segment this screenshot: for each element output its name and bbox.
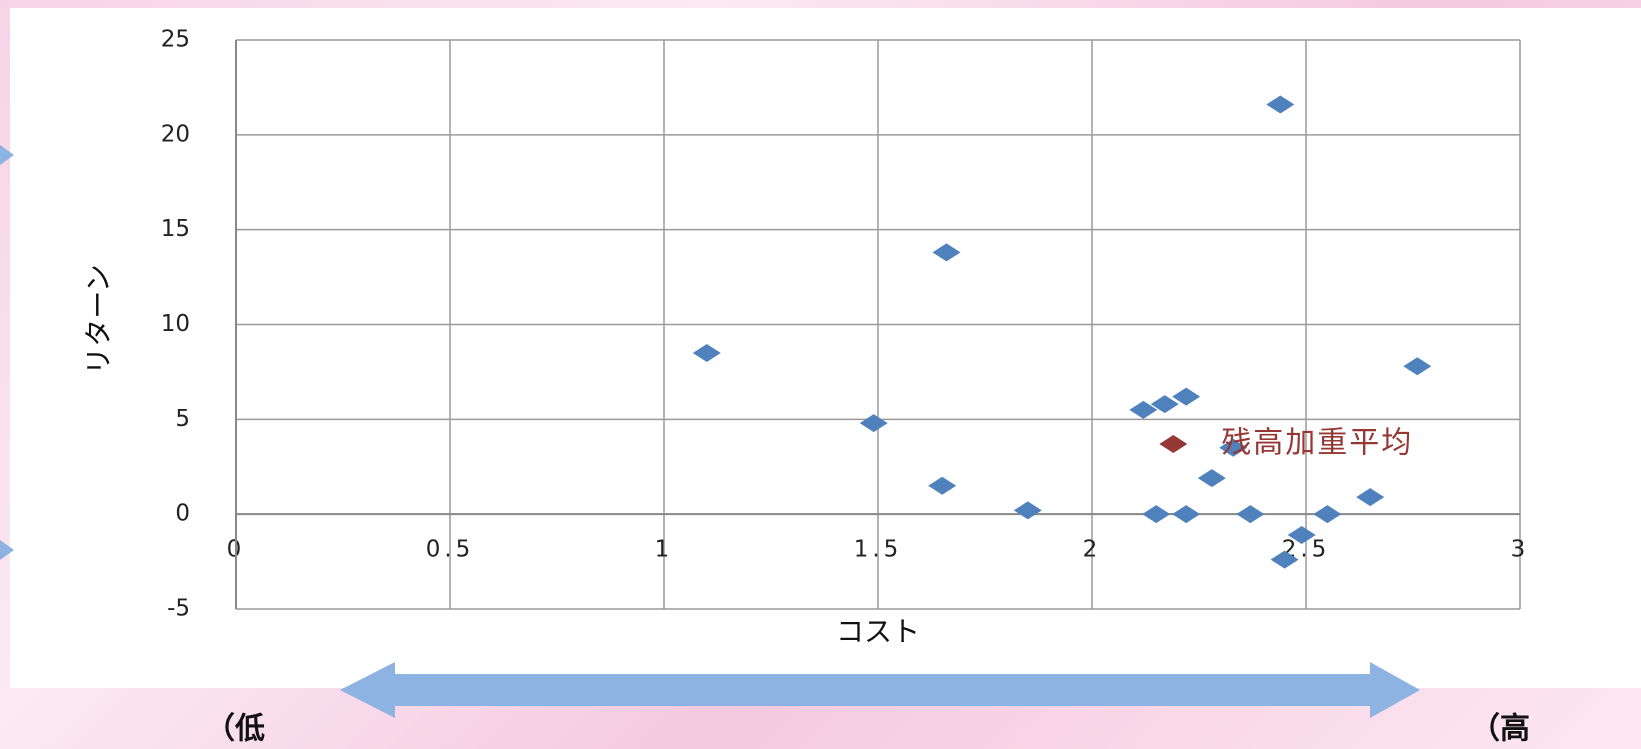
side-arrow — [0, 145, 14, 165]
y-tick-label: -5 — [167, 596, 190, 622]
point — [1142, 505, 1171, 524]
point — [1172, 505, 1201, 524]
point — [1172, 387, 1201, 406]
point — [1266, 95, 1295, 114]
point — [1159, 434, 1188, 453]
point — [1150, 395, 1179, 414]
x-tick-label: 1 — [655, 537, 674, 563]
point — [932, 243, 961, 262]
point — [1219, 438, 1248, 457]
point — [1356, 488, 1385, 507]
y-tick-label: 0 — [175, 501, 190, 527]
point — [1313, 505, 1342, 524]
low-label: （低 — [205, 712, 265, 747]
side-arrow — [0, 540, 14, 560]
x-tick-label: 0 — [227, 537, 246, 563]
point-label: 残高加重平均 — [1221, 425, 1413, 460]
point — [1236, 505, 1265, 524]
x-tick-label: 2 — [1083, 537, 1102, 563]
chart-panel — [10, 8, 1641, 688]
y-tick-label: 5 — [175, 406, 190, 432]
point — [1197, 469, 1226, 488]
point — [859, 414, 888, 433]
x-tick-label: 3 — [1511, 537, 1530, 563]
point — [1013, 501, 1042, 520]
high-label: （高 — [1470, 712, 1530, 747]
x-tick-label: 1.5 — [854, 537, 903, 563]
y-tick-label: 25 — [161, 27, 190, 53]
x-axis-title: コスト — [836, 615, 920, 648]
y-axis-title: リターン — [82, 264, 115, 375]
y-tick-label: 10 — [161, 311, 190, 337]
y-tick-label: 15 — [161, 216, 190, 242]
point — [692, 343, 721, 362]
range-arrow — [340, 662, 1420, 718]
y-tick-label: 20 — [161, 121, 190, 147]
x-tick-label: 0.5 — [426, 537, 475, 563]
point — [1287, 526, 1316, 545]
point — [1270, 550, 1299, 569]
point — [1403, 357, 1432, 376]
point — [928, 476, 957, 495]
point — [1129, 400, 1158, 419]
